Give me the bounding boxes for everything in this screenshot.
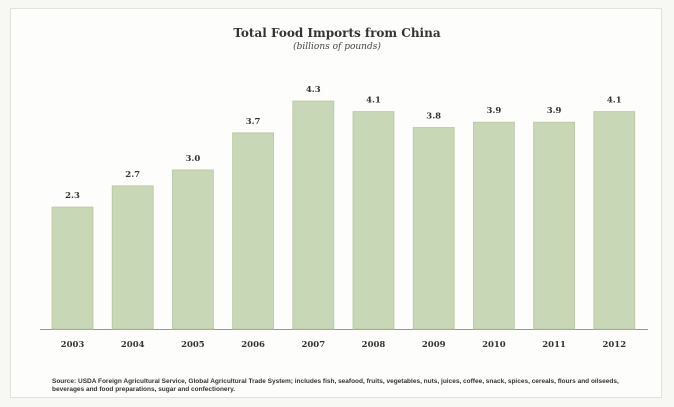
bar-2004 [111,185,154,330]
x-tick-label-2005: 2005 [181,340,205,350]
data-label-2012: 4.1 [607,96,622,106]
bar-2008 [352,111,395,330]
bar-2011 [533,121,575,330]
bar-2010 [472,121,515,330]
bar-2005 [171,169,214,330]
x-tick-label-2003: 2003 [61,340,85,350]
data-label-2010: 3.9 [487,106,502,116]
data-label-2007: 4.3 [306,85,321,95]
bar-2007 [292,100,335,330]
data-label-2008: 4.1 [366,96,381,106]
data-label-2005: 3.0 [186,154,201,164]
bar-2003 [51,206,94,330]
data-label-2011: 3.9 [547,106,562,116]
x-tick-label-2006: 2006 [241,340,265,350]
chart-source-note: Source: USDA Foreign Agricultural Servic… [52,378,619,393]
x-tick-label-2008: 2008 [362,340,386,350]
data-label-2003: 2.3 [65,191,80,201]
chart-title: Total Food Imports from China [233,26,441,40]
x-tick-label-2012: 2012 [602,340,626,350]
bar-2009 [412,127,455,330]
x-tick-label-2010: 2010 [482,340,506,350]
chart-subtitle: (billions of pounds) [293,42,381,52]
bar-2006 [232,132,275,330]
data-label-2006: 3.7 [246,117,261,127]
x-tick-label-2007: 2007 [301,340,325,350]
x-tick-label-2004: 2004 [121,340,145,350]
x-tick-label-2009: 2009 [422,340,446,350]
bar-2012 [593,111,636,330]
x-tick-label-2011: 2011 [542,340,566,350]
data-label-2009: 3.8 [426,112,441,122]
data-label-2004: 2.7 [125,170,140,180]
